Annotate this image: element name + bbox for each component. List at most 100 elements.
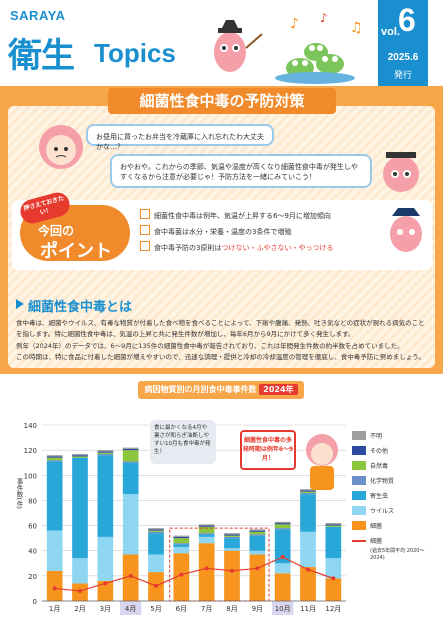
- svg-text:♪: ♪: [320, 11, 328, 25]
- key-points-label: 今回の: [38, 224, 75, 238]
- bar-segment: [274, 521, 291, 524]
- bar-segment: [198, 543, 215, 601]
- legend-item: その他: [352, 443, 436, 458]
- checkbox-icon: [140, 209, 150, 219]
- key-point-item: 細菌性食中毒は例年、気温が上昇する6〜9月に増加傾向: [140, 209, 331, 221]
- x-tick-label: 8月: [226, 605, 237, 613]
- bar-segment: [122, 494, 139, 555]
- bar-segment: [274, 563, 291, 574]
- legend-swatch: [352, 476, 366, 485]
- bar-segment: [274, 523, 291, 525]
- bar-segment: [274, 524, 291, 529]
- brand-logo: SARAYA: [10, 8, 66, 23]
- bar-segment: [325, 558, 342, 579]
- y-tick-label: 80: [28, 497, 37, 505]
- bar-segment: [148, 529, 164, 531]
- bar-segment: [46, 461, 63, 531]
- bar-segment: [274, 528, 291, 530]
- bar-segment: [249, 535, 266, 551]
- bar-segment: [148, 531, 164, 534]
- bar-segment: [224, 536, 240, 539]
- peak-season-callout: 細菌性食中毒の多発時期は例年6〜9月！: [240, 430, 296, 470]
- mascot-pointing-icon: [390, 208, 422, 252]
- key-points-heading: ポイント: [40, 241, 112, 262]
- bar-segment: [198, 533, 215, 535]
- x-tick-label: 6月: [176, 605, 187, 613]
- bar-segment: [46, 530, 63, 571]
- issue-label: 発行: [393, 71, 412, 81]
- bar-segment: [325, 578, 342, 601]
- y-tick-label: 40: [28, 548, 37, 556]
- three-principles: つけない・ふやさない・やっつける: [221, 244, 334, 252]
- svg-text:♪: ♪: [290, 16, 299, 32]
- x-tick-label: 3月: [100, 605, 111, 613]
- bar-segment: [122, 461, 139, 463]
- bar-segment: [198, 524, 215, 526]
- chart-note-bubble: 食に最かくなる4月や暑さが和らぎ油断しやすい10月も食中毒が発生！: [150, 420, 216, 464]
- bar-segment: [224, 533, 240, 535]
- bar-segment: [325, 523, 342, 525]
- bar-segment: [46, 456, 63, 458]
- average-point: [306, 567, 310, 572]
- y-tick-label: 120: [24, 447, 37, 455]
- bar-segment: [148, 530, 164, 532]
- legend-label: 不明: [370, 433, 383, 440]
- checkbox-icon: [140, 225, 150, 235]
- average-point: [204, 566, 209, 571]
- bar-segment: [72, 558, 88, 584]
- bar-segment: [173, 553, 190, 601]
- bar-segment: [97, 453, 114, 456]
- average-point: [280, 555, 285, 559]
- bar-segment: [300, 494, 316, 532]
- x-tick-label: 10月: [275, 605, 291, 613]
- bar-segment: [46, 455, 63, 457]
- bar-segment: [224, 535, 240, 537]
- y-tick-label: 20: [28, 573, 37, 581]
- bar-segment: [274, 573, 291, 601]
- bar-segment: [198, 525, 215, 527]
- x-tick-label: 1月: [49, 605, 60, 613]
- legend-label: 化学物質: [370, 478, 395, 485]
- bar-segment: [148, 554, 164, 573]
- y-tick-label: 140: [24, 422, 37, 430]
- legend-swatch: [352, 506, 366, 515]
- legend-swatch: [352, 521, 366, 530]
- bar-segment: [249, 554, 266, 601]
- bar-segment: [300, 492, 316, 495]
- newsletter-title-topics: Topics: [94, 38, 176, 68]
- legend-label: 細菌: [370, 523, 383, 530]
- bar-segment: [46, 460, 63, 462]
- x-tick-label: 9月: [252, 605, 263, 613]
- month-highlight: [120, 601, 142, 615]
- legend-label: その他: [370, 448, 389, 455]
- bar-segment: [300, 489, 316, 491]
- feature-title: 細菌性食中毒の予防対策: [108, 88, 336, 114]
- bar-segment: [249, 531, 266, 535]
- bar-segment: [97, 451, 114, 453]
- volume-badge: 6 vol. 2025.6 発行: [378, 0, 428, 92]
- y-tick-label: 60: [28, 523, 37, 531]
- bar-segment: [300, 491, 316, 493]
- legend-item-line: 細菌: [352, 533, 436, 548]
- bar-segment: [97, 450, 114, 452]
- bar-segment: [274, 529, 291, 564]
- average-point: [128, 573, 133, 578]
- bar-segment: [249, 550, 266, 555]
- section-arrow-icon: [16, 299, 24, 309]
- volume-label: vol.: [381, 26, 400, 38]
- svg-text:♫: ♫: [350, 20, 363, 36]
- average-point: [103, 581, 108, 586]
- bar-segment: [173, 546, 190, 554]
- x-tick-label: 11月: [300, 605, 316, 613]
- legend-swatch: [352, 446, 366, 455]
- average-point: [78, 588, 82, 593]
- bar-segment: [325, 526, 342, 559]
- bar-segment: [325, 525, 342, 527]
- speech-bubble-mascot: おやおや。これからの季節、気温や湿度が高くなり細菌性食中毒が発生しやすくなるから…: [110, 154, 372, 188]
- legend-label: ウイルス: [370, 508, 395, 515]
- bar-segment: [224, 550, 240, 601]
- bar-segment: [46, 570, 63, 601]
- bar-segment: [224, 548, 240, 551]
- bar-segment: [122, 447, 139, 449]
- bar-segment: [72, 455, 88, 457]
